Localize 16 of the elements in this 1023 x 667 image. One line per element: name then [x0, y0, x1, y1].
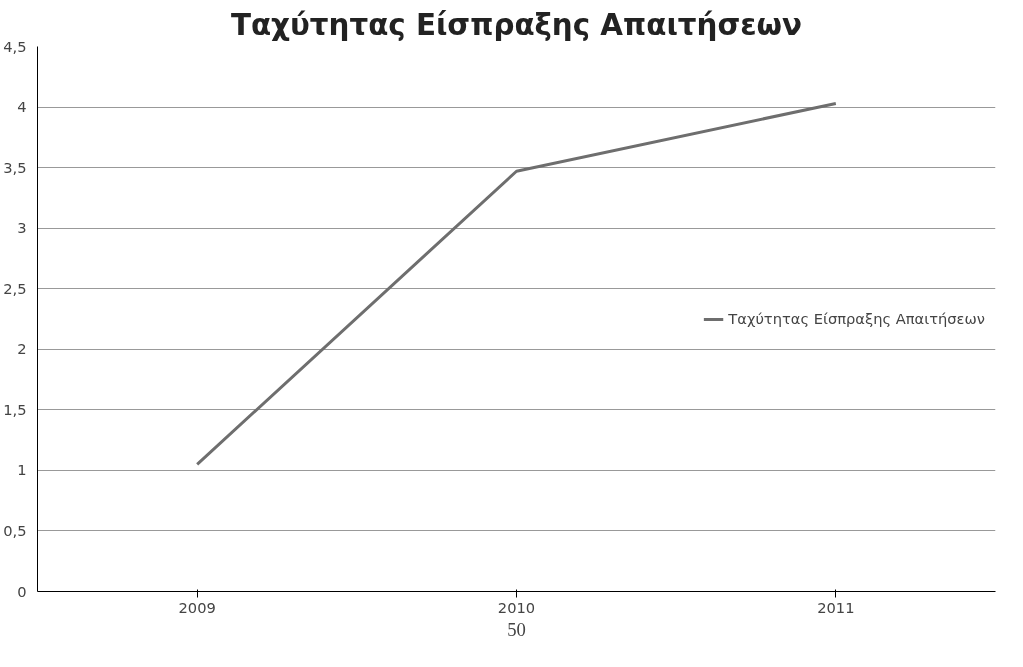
y-tick-label: 1,5 — [3, 400, 27, 418]
text: 50 — [507, 618, 526, 640]
y-tick-label: 0,5 — [3, 521, 27, 539]
chart-title: Ταχύτητας Είσπραξης Απαιτήσεων — [230, 7, 803, 42]
x-tick-label: 2009 — [178, 598, 216, 616]
y-tick-label: 2,5 — [3, 279, 27, 297]
y-tick-label: 0 — [17, 582, 27, 600]
x-tick-label: 2011 — [817, 598, 855, 616]
y-tick-label: 4,5 — [3, 37, 27, 55]
x-tick-label: 2010 — [497, 598, 536, 616]
y-tick-label: 3 — [17, 219, 27, 237]
legend-label: Ταχύτητας Είσπραξης Απαιτήσεων — [728, 310, 985, 327]
y-tick-label: 2 — [17, 340, 27, 358]
y-tick-label: 1 — [17, 461, 27, 479]
y-tick-label: 3,5 — [3, 158, 27, 176]
y-tick-label: 4 — [17, 98, 27, 116]
